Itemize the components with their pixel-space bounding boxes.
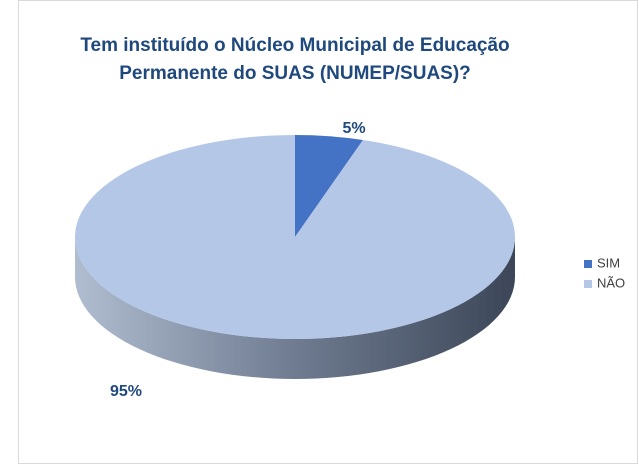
data-label: 5% [342, 120, 365, 137]
data-label: 95% [110, 383, 142, 400]
legend-label: NÃO [597, 275, 625, 290]
pie-slice [295, 135, 363, 237]
legend-swatch [584, 260, 592, 268]
pie-side [75, 237, 515, 379]
legend-swatch [584, 280, 592, 288]
chart-title: Tem instituído o Núcleo Municipal de Edu… [80, 35, 510, 84]
pie-slice [75, 135, 516, 339]
legend-label: SIM [597, 255, 620, 270]
